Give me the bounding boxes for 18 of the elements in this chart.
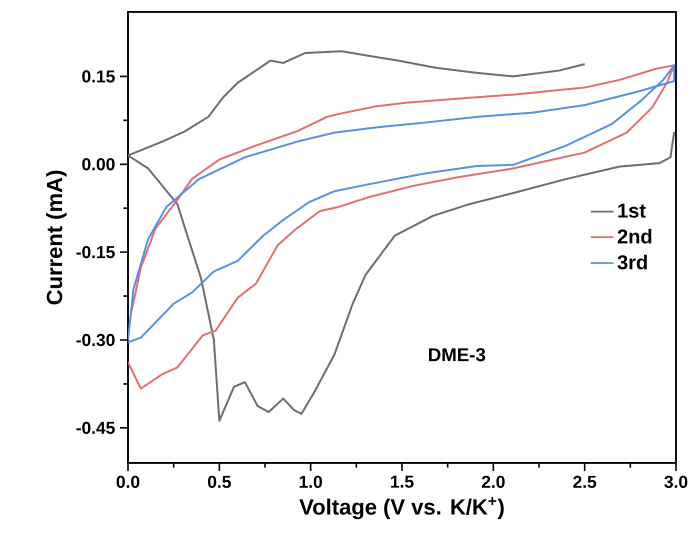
y-tick-label: 0.15 bbox=[82, 70, 115, 83]
x-tick-label: 2.0 bbox=[482, 476, 505, 488]
legend-label: 3rd bbox=[618, 254, 647, 270]
annotation: DME-3 bbox=[429, 348, 486, 362]
legend-label: 1st bbox=[618, 204, 646, 218]
y-tick-label: -0.45 bbox=[76, 422, 115, 434]
x-tick-label: 3.0 bbox=[664, 476, 688, 488]
y-axis-title: Current (mA) bbox=[46, 170, 67, 304]
x-tick-label: 0.0 bbox=[116, 476, 140, 488]
x-tick-label: 1.5 bbox=[391, 476, 414, 488]
x-axis-title: Voltage (V vs. K/K$^{+}$) bbox=[299, 497, 504, 520]
y-tick-label: 0.00 bbox=[82, 158, 115, 170]
x-tick-label: 1.0 bbox=[300, 476, 322, 488]
x-tick-label: 2.5 bbox=[573, 476, 596, 488]
x-tick-label: 0.5 bbox=[208, 476, 231, 488]
y-tick-label: -0.15 bbox=[76, 246, 115, 258]
y-tick-label: -0.30 bbox=[76, 334, 115, 346]
legend-label: 2nd bbox=[618, 228, 652, 244]
